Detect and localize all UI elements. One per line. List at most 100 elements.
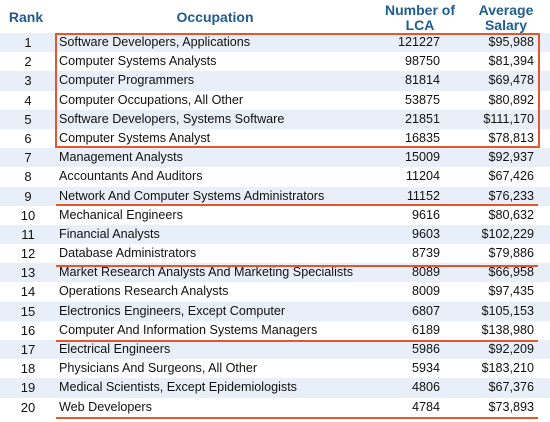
table-row: 3 Computer Programmers 81814 $69,478 (0, 71, 550, 91)
salary-cell: $80,632 (488, 207, 534, 222)
occupation-cell: Database Administrators (59, 246, 197, 261)
occupation-cell: Computer Occupations, All Other (59, 92, 244, 107)
table-row: 4 Computer Occupations, All Other 53875 $80… (0, 90, 550, 110)
salary-cell: $79,886 (488, 246, 534, 261)
lca-cell: 11204 (405, 169, 440, 184)
salary-cell: $69,478 (488, 73, 534, 88)
occupation-cell: Medical Scientists, Except Epidemiologis… (59, 380, 297, 395)
underline-row-20 (56, 417, 538, 419)
salary-cell: $111,170 (483, 111, 534, 126)
rank-cell: 15 (20, 303, 36, 319)
underline-row-16 (56, 340, 538, 342)
rank-cell: 14 (20, 284, 36, 300)
table-row: 18 Physicians And Surgeons, All Other 5934… (0, 359, 550, 379)
lca-header: Number of LCA (378, 3, 462, 33)
table-row: 10 Mechanical Engineers 9616 $80,632 (0, 205, 550, 225)
highlight-box (55, 33, 540, 148)
salary-header-line2: Salary (484, 17, 528, 33)
occupation-cell: Electrical Engineers (59, 342, 171, 356)
rank-cell: 6 (24, 130, 32, 146)
rank-cell: 17 (20, 342, 36, 357)
table-row: 9 Network And Computer Systems Administra… (0, 186, 550, 206)
salary-cell: $67,376 (488, 380, 534, 395)
rank-cell: 9 (24, 188, 32, 204)
lca-cell: 5986 (411, 342, 440, 356)
rank-cell: 3 (24, 73, 32, 89)
lca-cell: 8009 (411, 284, 440, 299)
lca-cell: 53875 (404, 92, 440, 107)
table-row: 17 Electrical Engineers 5986 $92,209 (0, 340, 550, 360)
lca-cell: 8739 (411, 246, 440, 261)
occupation-cell: Accountants And Auditors (59, 169, 203, 184)
lca-cell: 15009 (404, 150, 440, 165)
occupation-cell: Physicians And Surgeons, All Other (59, 361, 258, 376)
rank-cell: 16 (20, 322, 36, 338)
table-body: 1 Software Developers, Applications 121227… (0, 33, 550, 417)
rank-cell: 5 (24, 111, 32, 127)
underline-row-9 (56, 204, 538, 206)
lca-cell: 11152 (406, 188, 440, 203)
salary-cell: $78,813 (488, 130, 534, 145)
occupation-cell: Computer Systems Analyst (59, 130, 211, 145)
salary-cell: $66,958 (488, 265, 534, 280)
salary-cell: $102,229 (481, 226, 534, 241)
lca-cell: 81814 (404, 73, 440, 88)
salary-cell: $183,210 (481, 361, 534, 376)
rank-cell: 2 (24, 54, 32, 70)
salary-cell: $92,937 (488, 150, 534, 165)
salary-cell: $138,980 (481, 322, 534, 337)
lca-cell: 4784 (411, 399, 440, 414)
table-row: 15 Electronics Engineers, Except Computer… (0, 301, 550, 321)
occupation-cell: Web Developers (59, 399, 152, 414)
occupation-cell: Computer And Information Systems Manager… (59, 322, 318, 337)
salary-cell: $73,893 (488, 399, 534, 414)
table-row: 6 Computer Systems Analyst 16835 $78,813 (0, 128, 550, 149)
lca-cell: 16835 (404, 130, 440, 145)
lca-cell: 121227 (397, 35, 440, 49)
rank-cell: 19 (20, 380, 36, 396)
rank-cell: 20 (20, 399, 36, 415)
occupation-cell: Market Research Analysts And Marketing S… (59, 265, 353, 280)
table-row: 11 Financial Analysts 9603 $102,229 (0, 224, 550, 245)
rank-cell: 7 (24, 150, 32, 166)
rank-cell: 13 (20, 265, 36, 281)
salary-cell: $105,153 (481, 303, 534, 318)
occupation-cell: Financial Analysts (59, 226, 160, 241)
rank-cell: 8 (24, 169, 32, 185)
lca-cell: 6189 (411, 322, 440, 337)
occupation-cell: Software Developers, Systems Software (59, 111, 285, 126)
table-row: 2 Computer Systems Analysts 98750 $81,394 (0, 52, 550, 72)
lca-cell: 98750 (404, 54, 440, 69)
lca-header-line1: Number of (385, 2, 455, 18)
rank-cell: 11 (21, 226, 35, 242)
table-row: 14 Operations Research Analysts 8009 $97,43… (0, 282, 550, 302)
table-row: 13 Market Research Analysts And Marketing… (0, 263, 550, 283)
table-header: Rank Occupation Number of LCA Average Sa… (0, 0, 550, 33)
salary-cell: $97,435 (488, 284, 534, 299)
occupation-cell: Computer Programmers (59, 73, 195, 88)
table-row: 19 Medical Scientists, Except Epidemiolog… (0, 378, 550, 398)
salary-header: Average Salary (468, 3, 544, 33)
salary-cell: $67,426 (488, 169, 534, 184)
table-row: 1 Software Developers, Applications 121227… (0, 33, 550, 53)
salary-cell: $92,209 (488, 342, 534, 356)
lca-cell: 9603 (411, 226, 440, 241)
table-row: 16 Computer And Information Systems Manag… (0, 320, 550, 340)
occupation-cell: Software Developers, Applications (59, 35, 251, 49)
lca-cell: 8089 (411, 265, 440, 280)
rank-cell: 4 (24, 92, 32, 108)
table-row: 8 Accountants And Auditors 11204 $67,426 (0, 167, 550, 187)
table-row: 7 Management Analysts 15009 $92,937 (0, 148, 550, 168)
occupation-cell: Electronics Engineers, Except Computer (59, 303, 286, 318)
rank-cell: 12 (20, 246, 36, 262)
salary-header-line1: Average (478, 2, 534, 18)
lca-header-line2: LCA (405, 17, 435, 33)
occupation-header: Occupation (176, 9, 254, 25)
rank-header: Rank (8, 9, 44, 25)
table-row: 12 Database Administrators 8739 $79,886 (0, 244, 550, 264)
rank-cell: 1 (24, 35, 32, 50)
salary-cell: $80,892 (488, 92, 534, 107)
lca-cell: 6807 (411, 303, 440, 318)
salary-cell: $81,394 (488, 54, 534, 69)
occupation-cell: Computer Systems Analysts (59, 54, 217, 69)
